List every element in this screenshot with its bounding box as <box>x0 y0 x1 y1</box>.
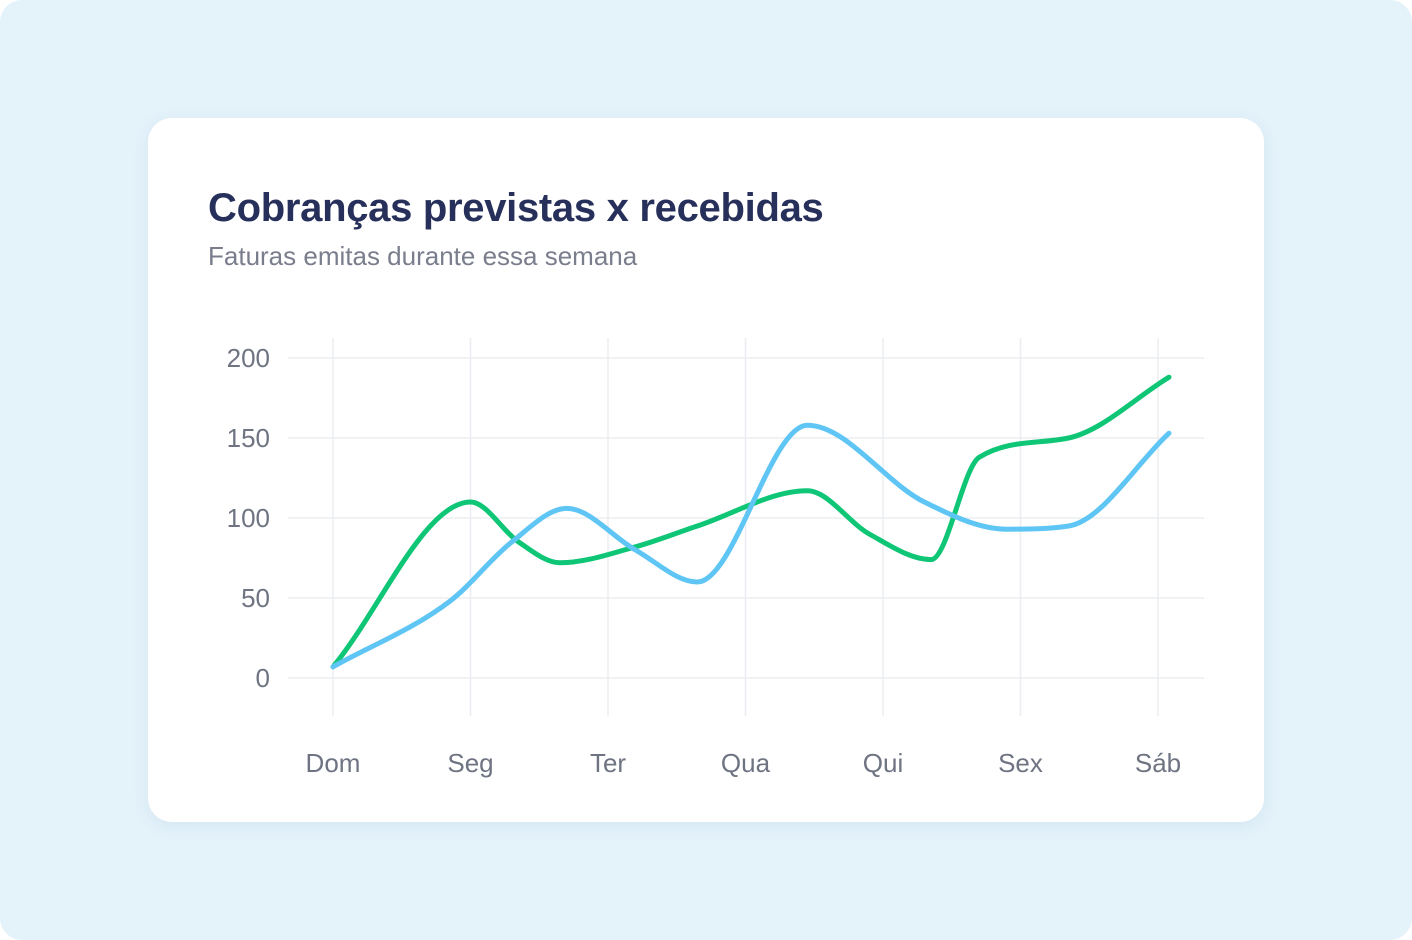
x-tick-label: Sáb <box>1135 748 1181 778</box>
y-tick-label: 0 <box>256 663 270 693</box>
series-line-1 <box>330 374 1172 670</box>
x-tick-label: Ter <box>590 748 626 778</box>
chart-series <box>330 374 1172 670</box>
x-tick-label: Seg <box>447 748 493 778</box>
x-axis-ticks: Dom Seg Ter Qua Qui Sex Sáb <box>306 748 1182 778</box>
x-tick-label: Qui <box>863 748 903 778</box>
y-tick-label: 100 <box>227 503 270 533</box>
x-tick-label: Qua <box>721 748 771 778</box>
y-tick-label: 150 <box>227 423 270 453</box>
series-line-2 <box>330 422 1172 670</box>
x-tick-label: Dom <box>306 748 361 778</box>
line-chart: 0 50 100 150 200 Dom Seg Ter Qua Qui Sex Sáb <box>227 338 1204 778</box>
y-axis-ticks: 0 50 100 150 200 <box>227 343 270 693</box>
chart-title: Cobranças previstas x recebidas <box>208 186 824 230</box>
chart-subtitle: Faturas emitas durante essa semana <box>208 241 638 271</box>
x-tick-label: Sex <box>998 748 1043 778</box>
y-tick-label: 200 <box>227 343 270 373</box>
chart-card: Cobranças previstas x recebidas Faturas … <box>148 118 1264 822</box>
y-tick-label: 50 <box>241 583 270 613</box>
